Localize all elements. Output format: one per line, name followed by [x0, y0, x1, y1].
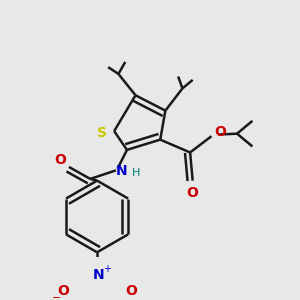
- Text: O: O: [214, 125, 226, 139]
- Text: N: N: [116, 164, 128, 178]
- Text: O: O: [57, 284, 69, 298]
- Text: H: H: [132, 168, 140, 178]
- Text: O: O: [125, 284, 137, 298]
- Text: +: +: [103, 264, 111, 274]
- Text: N: N: [93, 268, 105, 282]
- Text: O: O: [55, 153, 66, 167]
- Text: −: −: [51, 292, 61, 300]
- Text: S: S: [97, 126, 107, 140]
- Text: O: O: [187, 186, 199, 200]
